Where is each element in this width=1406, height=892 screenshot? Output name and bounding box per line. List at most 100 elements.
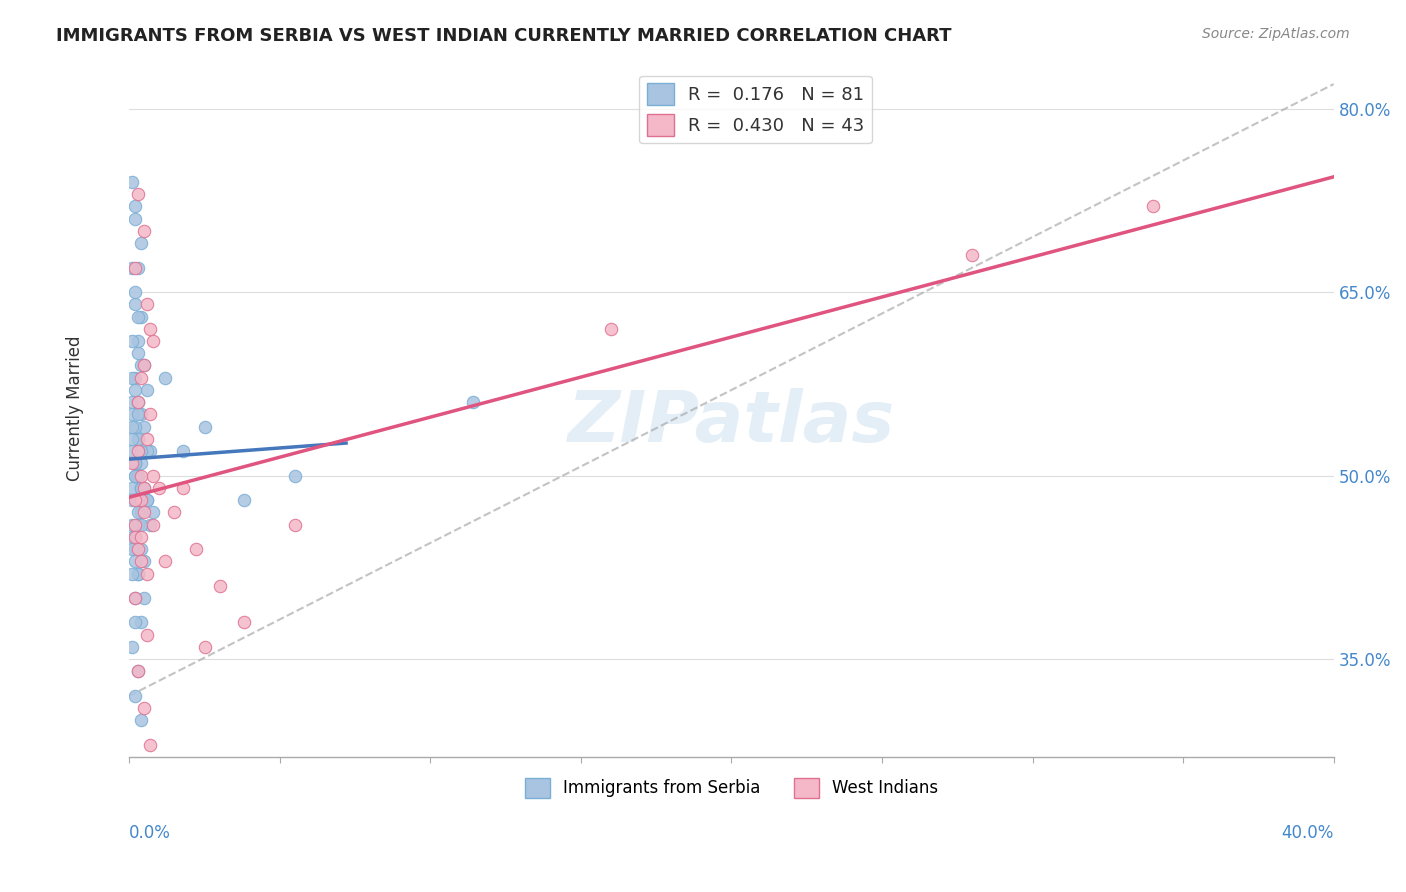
Point (134, 591, 156, 605)
Point (121, 640, 143, 654)
Point (136, 432, 159, 446)
Point (124, 260, 146, 275)
Point (134, 481, 156, 495)
Point (131, 542, 153, 557)
Point (139, 322, 162, 336)
Point (124, 199, 146, 213)
Point (127, 665, 149, 679)
Point (136, 444, 159, 458)
Point (121, 334, 143, 348)
Point (136, 493, 159, 508)
Point (124, 530, 146, 544)
Point (124, 370, 146, 384)
Point (124, 211, 146, 226)
Point (136, 383, 159, 397)
Point (127, 346, 149, 360)
Point (131, 554, 153, 568)
Point (131, 408, 153, 422)
Point (124, 689, 146, 703)
Point (127, 187, 149, 202)
Point (124, 530, 146, 544)
Point (131, 359, 153, 373)
Point (131, 493, 153, 508)
Point (284, 517, 307, 532)
Point (124, 542, 146, 557)
Point (131, 370, 153, 384)
Legend: Immigrants from Serbia, West Indians: Immigrants from Serbia, West Indians (517, 771, 945, 805)
Point (121, 175, 143, 189)
Point (131, 517, 153, 532)
Point (136, 493, 159, 508)
Point (142, 334, 165, 348)
Point (124, 591, 146, 605)
Point (232, 493, 254, 508)
Point (127, 542, 149, 557)
Point (127, 665, 149, 679)
Point (155, 370, 177, 384)
Point (127, 566, 149, 581)
Point (134, 419, 156, 434)
Text: 0.0%: 0.0% (129, 824, 172, 842)
Point (139, 738, 162, 752)
Text: 40.0%: 40.0% (1281, 824, 1334, 842)
Point (232, 615, 254, 630)
Point (121, 432, 143, 446)
Point (134, 224, 156, 238)
Point (131, 530, 153, 544)
Point (134, 554, 156, 568)
Point (131, 310, 153, 324)
Point (124, 285, 146, 299)
Point (124, 456, 146, 470)
Point (136, 566, 159, 581)
Point (131, 481, 153, 495)
Point (121, 456, 143, 470)
Text: Currently Married: Currently Married (66, 335, 84, 481)
Point (139, 444, 162, 458)
Point (134, 359, 156, 373)
Point (127, 334, 149, 348)
Point (600, 322, 623, 336)
Point (121, 260, 143, 275)
Point (127, 395, 149, 409)
Point (124, 615, 146, 630)
Point (121, 566, 143, 581)
Point (121, 493, 143, 508)
Point (142, 468, 165, 483)
Point (124, 456, 146, 470)
Point (121, 419, 143, 434)
Point (139, 408, 162, 422)
Point (134, 505, 156, 519)
Text: Source: ZipAtlas.com: Source: ZipAtlas.com (1202, 27, 1350, 41)
Point (155, 554, 177, 568)
Point (134, 701, 156, 715)
Text: ZIPatlas: ZIPatlas (568, 388, 896, 457)
Point (461, 395, 484, 409)
Point (136, 628, 159, 642)
Point (121, 370, 143, 384)
Point (121, 517, 143, 532)
Point (131, 236, 153, 251)
Point (124, 517, 146, 532)
Point (127, 444, 149, 458)
Point (124, 468, 146, 483)
Point (284, 468, 307, 483)
Point (1142, 199, 1164, 213)
Point (193, 419, 215, 434)
Point (172, 481, 194, 495)
Point (124, 297, 146, 311)
Point (131, 456, 153, 470)
Point (134, 359, 156, 373)
Point (127, 468, 149, 483)
Point (121, 408, 143, 422)
Point (124, 468, 146, 483)
Point (163, 505, 186, 519)
Point (193, 640, 215, 654)
Point (124, 493, 146, 508)
Point (131, 505, 153, 519)
Point (124, 383, 146, 397)
Point (124, 554, 146, 568)
Point (127, 310, 149, 324)
Point (131, 444, 153, 458)
Point (127, 260, 149, 275)
Point (139, 517, 162, 532)
